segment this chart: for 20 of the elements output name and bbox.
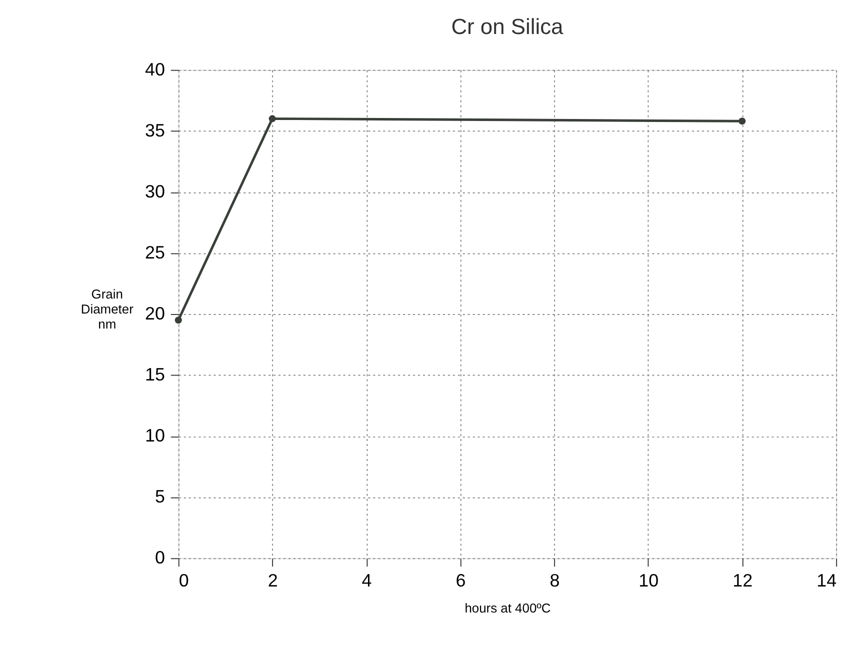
y-tick-label: 5 (154, 486, 165, 507)
y-tick-label: 40 (144, 59, 165, 80)
x-tick-label: 4 (362, 570, 372, 591)
x-tick-label: 0 (178, 570, 189, 591)
y-tick-label: 20 (144, 303, 165, 324)
chart-title: Cr on Silica (451, 14, 564, 39)
x-tick-label: 2 (268, 570, 278, 591)
x-tick-label: 12 (732, 570, 753, 591)
x-axis-title: hours at 400ºC (464, 600, 551, 616)
x-tick-label: 8 (550, 570, 560, 591)
y-axis-title: Grain Diameter nm (80, 286, 134, 332)
y-tick-label: 35 (144, 120, 165, 140)
y-tick-label: 10 (144, 426, 165, 446)
y-tick-label: 25 (144, 242, 165, 262)
y-tick-label: 0 (154, 548, 165, 568)
y-tick-label: 30 (144, 181, 165, 202)
x-tick-label: 10 (638, 570, 659, 591)
x-tick-label: 6 (456, 570, 466, 591)
x-tick-label: 14 (816, 570, 837, 591)
y-tick-label: 15 (144, 364, 165, 385)
